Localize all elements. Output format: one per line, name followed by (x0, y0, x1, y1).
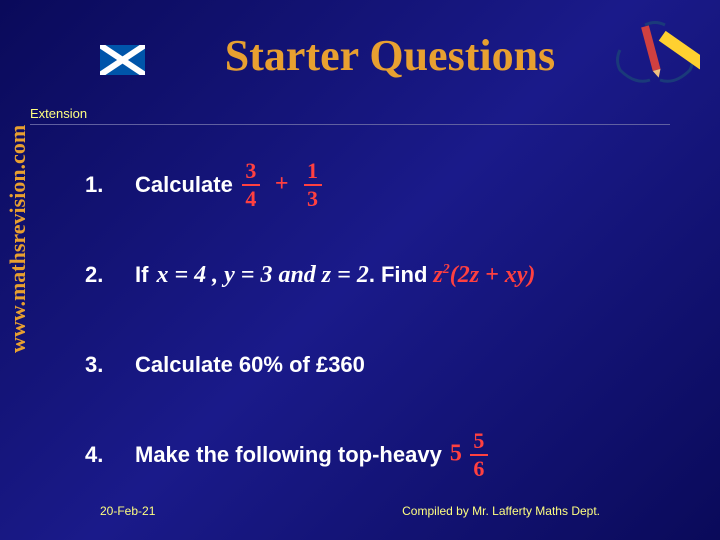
q2-find: Find (381, 262, 427, 288)
footer-credit: Compiled by Mr. Lafferty Maths Dept. (402, 504, 600, 518)
q1-label: Calculate (135, 172, 233, 198)
q1-number: 1. (85, 172, 135, 198)
q2-text: If x = 4 , y = 3 and z = 2 . Find z2(2z … (135, 262, 535, 289)
flag-icon (100, 45, 145, 75)
q4-text: Make the following top-heavy 5 5 6 (135, 430, 491, 480)
divider-line (30, 124, 670, 125)
q2-equations: x = 4 , y = 3 and z = 2 (156, 262, 368, 289)
q4-frac-num: 5 (473, 430, 484, 452)
q3-number: 3. (85, 352, 135, 378)
q2-dot: . (369, 262, 375, 288)
questions-list: 1. Calculate 3 4 + 1 3 2. If x = 4 , (85, 160, 685, 520)
subtitle-label: Extension (30, 106, 720, 121)
question-1: 1. Calculate 3 4 + 1 3 (85, 160, 685, 210)
q4-mixed-number: 5 5 6 (450, 430, 491, 480)
footer-date: 20-Feb-21 (100, 504, 155, 518)
q3-text: Calculate 60% of £360 (135, 352, 365, 378)
q1-frac2-num: 1 (307, 160, 318, 182)
q4-label: Make the following top-heavy (135, 442, 442, 468)
question-3: 3. Calculate 60% of £360 (85, 340, 685, 390)
q1-operator: + (275, 171, 289, 197)
q2-expression: z2(2z + xy) (433, 262, 535, 289)
q1-fraction-expr: 3 4 + 1 3 (239, 160, 325, 210)
q1-frac1-num: 3 (245, 160, 256, 182)
question-2: 2. If x = 4 , y = 3 and z = 2 . Find z2(… (85, 250, 685, 300)
q4-frac-den: 6 (473, 458, 484, 480)
question-4: 4. Make the following top-heavy 5 5 6 (85, 430, 685, 480)
footer: 20-Feb-21 Compiled by Mr. Lafferty Maths… (100, 504, 660, 518)
q2-label: If (135, 262, 148, 288)
q1-text: Calculate 3 4 + 1 3 (135, 160, 325, 210)
sidebar-url: www.mathsrevision.com (5, 125, 31, 353)
corner-graphic-icon (610, 15, 700, 105)
q4-number: 4. (85, 442, 135, 468)
q4-whole: 5 (450, 441, 462, 467)
q1-frac1-den: 4 (245, 188, 256, 210)
q2-sup: 2 (443, 262, 450, 277)
q1-frac2-den: 3 (307, 188, 318, 210)
q2-base: z (433, 262, 442, 288)
q2-number: 2. (85, 262, 135, 288)
q2-rest: (2z + xy) (450, 262, 536, 288)
